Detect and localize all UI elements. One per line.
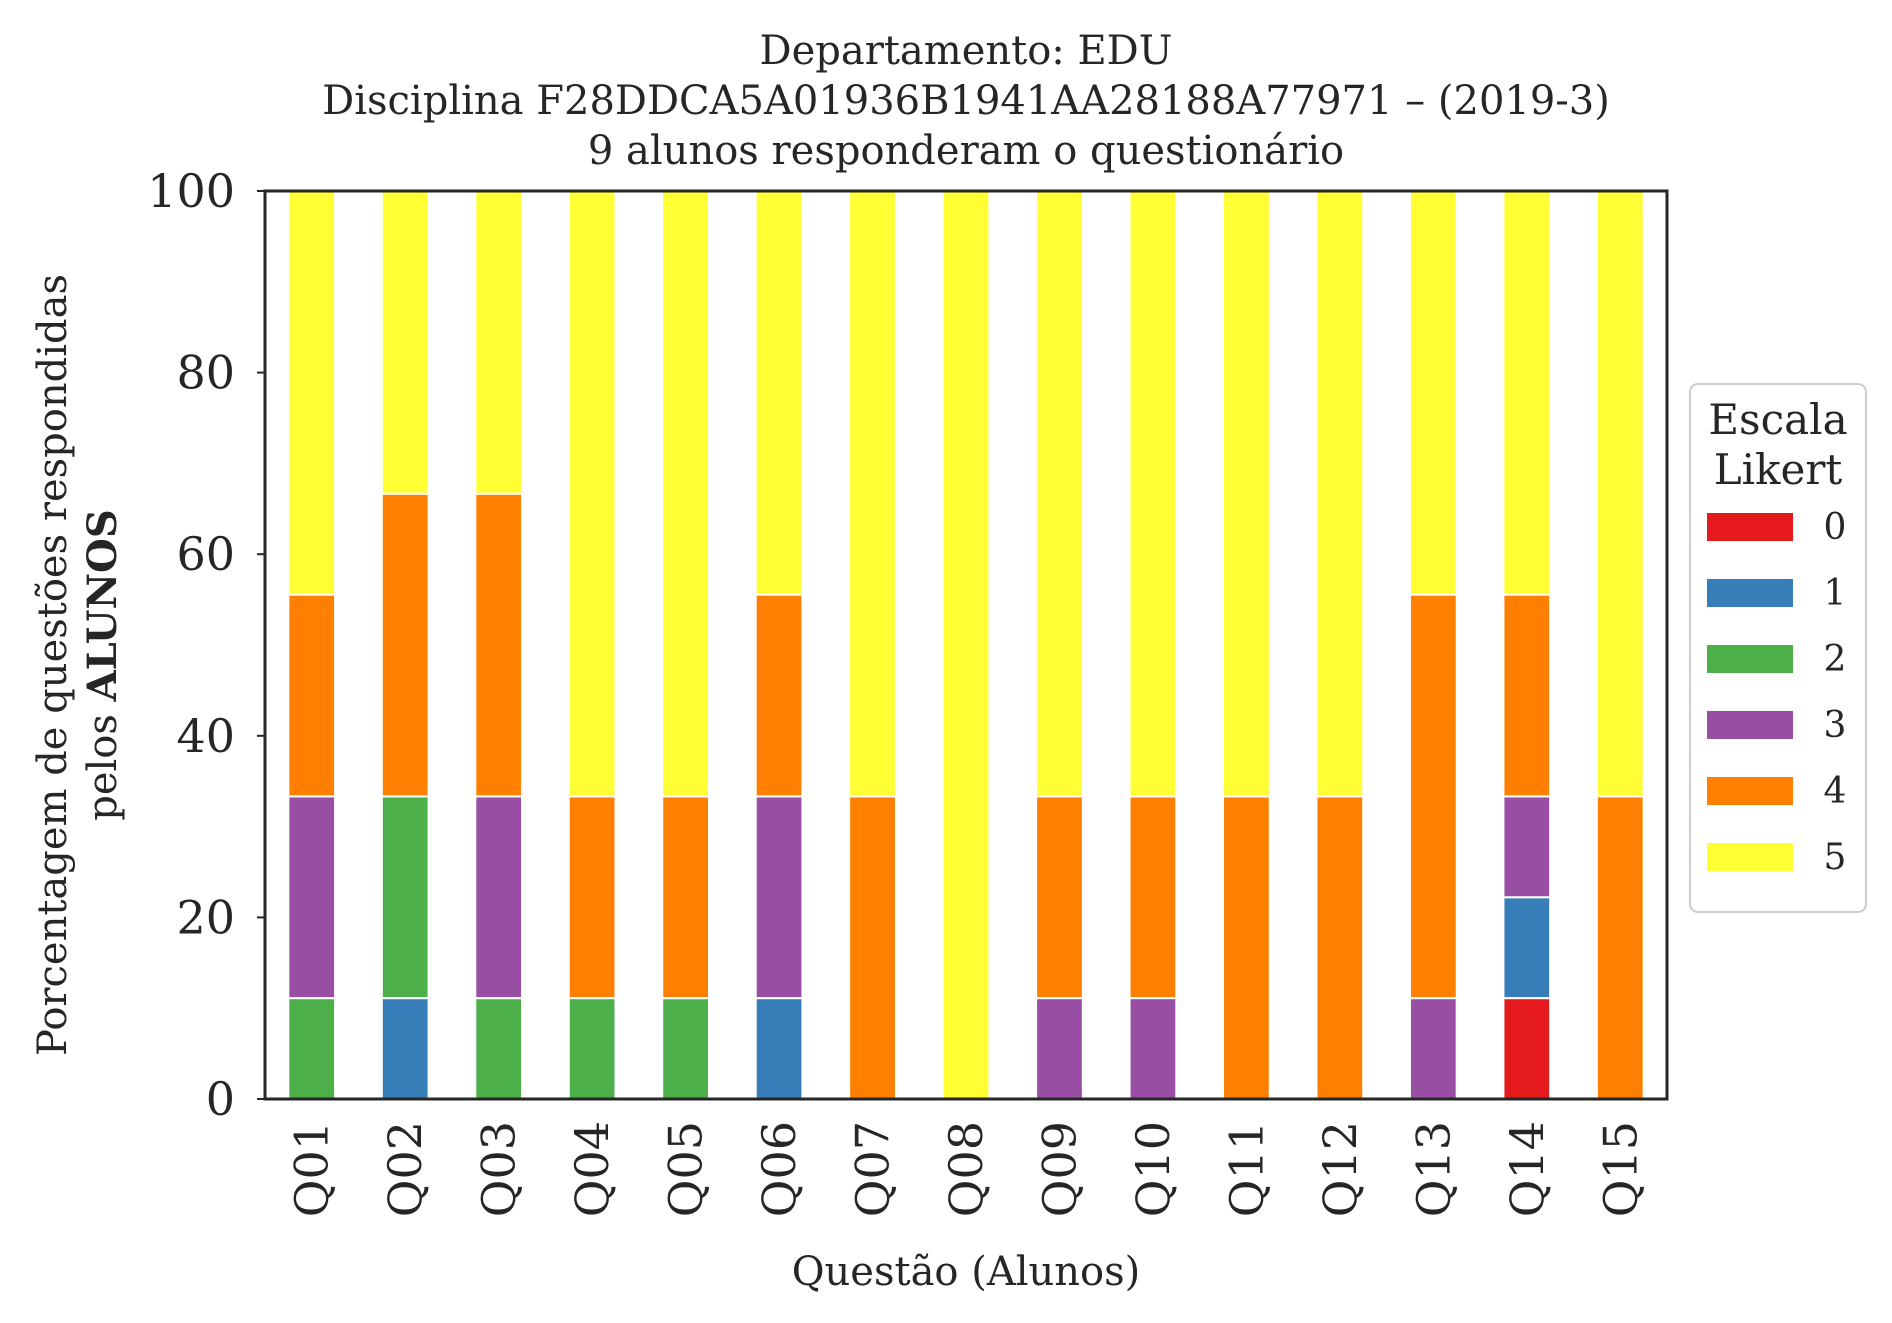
bar-q05-likert-4: [661, 795, 710, 1000]
bar-q14-likert-4: [1502, 593, 1552, 798]
bar-q11-likert-5: [1222, 190, 1271, 798]
bar-q14-likert-5: [1502, 190, 1552, 596]
x-tick-label-q07: Q07: [846, 1121, 900, 1217]
bar-q04-likert-5: [567, 190, 617, 798]
x-tick-label-q12: Q12: [1313, 1121, 1367, 1217]
x-tick-label-q04: Q04: [565, 1121, 619, 1217]
y-axis-label-bold: ALUNOS: [79, 509, 126, 702]
bar-q05-likert-2: [661, 997, 710, 1101]
chart-title: Departamento: EDU Disciplina F28DDCA5A01…: [322, 28, 1610, 174]
y-tick-label-20: 20: [176, 890, 235, 944]
bar-q09-likert-3: [1035, 997, 1084, 1101]
legend-swatch-2: [1707, 645, 1793, 673]
y-tick-label-80: 80: [176, 346, 235, 400]
legend-label-5: 5: [1824, 837, 1847, 878]
bar-q14-likert-0: [1502, 997, 1552, 1101]
x-tick-label-q08: Q08: [939, 1121, 993, 1217]
bar-q12-likert-5: [1315, 190, 1365, 798]
y-axis-label-line-2: pelos ALUNOS: [79, 509, 126, 821]
bar-q07-likert-4: [848, 795, 897, 1100]
bar-q10-likert-3: [1128, 997, 1178, 1101]
legend: Escala Likert 0 1 2 3 4 5: [1689, 383, 1867, 913]
bar-q14-likert-3: [1502, 795, 1552, 899]
legend-swatch-5: [1707, 843, 1793, 871]
legend-title-line-2: Likert: [1714, 445, 1843, 494]
bar-q02-likert-4: [380, 492, 430, 798]
bar-q02-likert-1: [380, 997, 430, 1101]
y-axis-label-line-1: Porcentagem de questões respondidas: [30, 274, 76, 1056]
title-line-3: 9 alunos responderam o questionário: [588, 128, 1344, 174]
y-axis-label: Porcentagem de questões respondidas pelo…: [30, 274, 126, 1056]
x-tick-label-q13: Q13: [1406, 1121, 1460, 1217]
bars-group: [287, 190, 1645, 1101]
bar-q01-likert-5: [287, 190, 337, 596]
bar-q13-likert-3: [1408, 997, 1458, 1101]
bar-q11-likert-4: [1222, 795, 1271, 1100]
bar-q13-likert-4: [1408, 593, 1458, 1000]
plot-frame: [263, 189, 1669, 1101]
bar-q03-likert-4: [474, 492, 524, 798]
y-tick-label-0: 0: [206, 1072, 235, 1126]
y-tick-label-100: 100: [147, 164, 235, 218]
bar-q04-likert-2: [567, 997, 617, 1101]
y-tick-label-40: 40: [176, 709, 235, 763]
legend-label-3: 3: [1824, 705, 1847, 746]
x-tick-label-q11: Q11: [1219, 1121, 1273, 1217]
x-tick-label-q06: Q06: [752, 1121, 806, 1217]
bar-q02-likert-5: [380, 190, 430, 495]
x-tick-label-q05: Q05: [659, 1121, 713, 1217]
bar-q02-likert-2: [380, 795, 430, 1000]
x-tick-label-q14: Q14: [1500, 1121, 1554, 1217]
bar-q15-likert-4: [1595, 795, 1645, 1100]
bar-q06-likert-1: [754, 997, 804, 1101]
legend-swatch-3: [1707, 711, 1793, 739]
bar-q04-likert-4: [567, 795, 617, 1000]
legend-swatch-4: [1707, 777, 1793, 805]
bar-q06-likert-4: [754, 593, 804, 798]
bar-q10-likert-5: [1128, 190, 1178, 798]
bar-q15-likert-5: [1595, 190, 1645, 798]
x-tick-label-q03: Q03: [472, 1121, 526, 1217]
legend-swatch-1: [1707, 579, 1793, 607]
x-tick-label-q10: Q10: [1126, 1121, 1180, 1217]
title-line-1: Departamento: EDU: [760, 28, 1173, 74]
legend-title-line-1: Escala: [1708, 395, 1847, 444]
bar-q09-likert-4: [1035, 795, 1084, 1000]
x-ticks-group: Q01 Q02 Q03 Q04 Q05 Q06 Q07 Q08 Q09 Q10 Q11 Q12 Q13 Q…: [285, 1121, 1648, 1217]
legend-label-4: 4: [1824, 771, 1847, 812]
bar-q07-likert-5: [848, 190, 897, 798]
legend-label-1: 1: [1824, 573, 1847, 614]
bar-q06-likert-3: [754, 795, 804, 1000]
title-line-2: Disciplina F28DDCA5A01936B1941AA28188A77…: [322, 78, 1610, 124]
x-tick-label-q02: Q02: [378, 1121, 432, 1217]
bar-q12-likert-4: [1315, 795, 1365, 1100]
x-tick-label-q15: Q15: [1593, 1121, 1647, 1217]
bar-q06-likert-5: [754, 190, 804, 596]
bar-q05-likert-5: [661, 190, 710, 798]
legend-swatch-0: [1707, 513, 1793, 541]
x-axis-label: Questão (Alunos): [792, 1249, 1141, 1295]
bar-q01-likert-2: [287, 997, 337, 1101]
x-tick-label-q01: Q01: [285, 1121, 339, 1217]
bar-q01-likert-3: [287, 795, 337, 1000]
bar-q13-likert-5: [1408, 190, 1458, 596]
bar-q03-likert-3: [474, 795, 524, 1000]
bar-q03-likert-5: [474, 190, 524, 495]
y-tick-label-60: 60: [176, 527, 235, 581]
bar-q14-likert-1: [1502, 896, 1552, 1000]
legend-label-2: 2: [1824, 639, 1847, 680]
bar-q10-likert-4: [1128, 795, 1178, 1000]
bar-q09-likert-5: [1035, 190, 1084, 798]
bar-q08-likert-5: [941, 190, 991, 1100]
y-axis-label-prefix: pelos: [80, 701, 126, 820]
bar-q01-likert-4: [287, 593, 337, 798]
y-ticks-group: 0 20 40 60 80 100: [147, 164, 265, 1126]
x-tick-label-q09: Q09: [1032, 1121, 1086, 1217]
legend-items: 0 1 2 3 4 5: [1707, 507, 1846, 878]
legend-label-0: 0: [1824, 507, 1847, 548]
bar-q03-likert-2: [474, 997, 524, 1101]
